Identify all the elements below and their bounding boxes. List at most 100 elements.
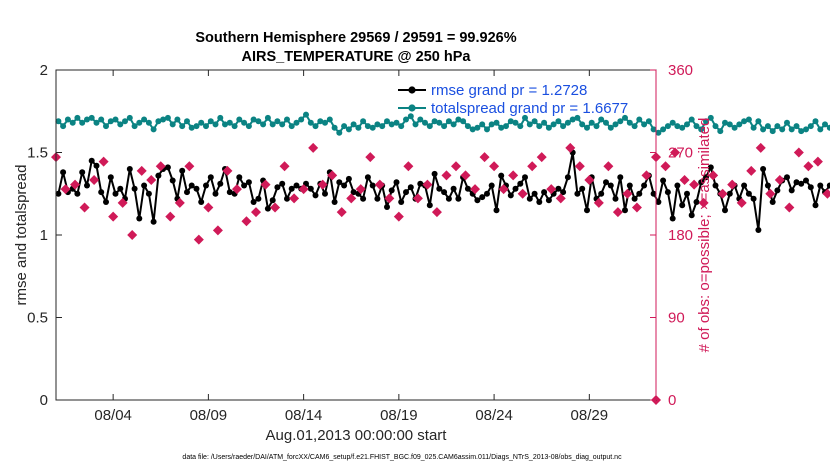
spread-point — [145, 119, 152, 126]
spread-point — [498, 124, 505, 131]
spread-point — [74, 114, 81, 121]
obs-count-point — [222, 165, 233, 176]
y-tick-label: 1.5 — [27, 145, 48, 162]
legend-rmse-label: rmse grand pr = 1.2728 — [431, 82, 587, 99]
spread-point — [722, 119, 728, 126]
spread-point — [312, 123, 319, 130]
spread-point — [188, 124, 195, 131]
rmse-point — [279, 180, 286, 187]
spread-point — [55, 118, 62, 125]
obs-count-point — [308, 142, 319, 153]
y2-tick-label: 90 — [668, 310, 685, 327]
spread-point — [241, 119, 248, 126]
rmse-point — [179, 167, 186, 174]
obs-count-point — [565, 142, 576, 153]
obs-count-point — [460, 170, 471, 181]
spread-point — [507, 118, 514, 125]
rmse-point — [507, 192, 514, 199]
rmse-point — [212, 190, 219, 197]
spread-point — [574, 114, 581, 121]
spread-point — [98, 116, 105, 123]
obs-count-point — [298, 184, 309, 195]
spread-point — [555, 118, 562, 125]
rmse-point — [579, 185, 586, 192]
spread-point — [264, 114, 271, 121]
spread-point — [93, 119, 100, 126]
rmse-point — [198, 199, 205, 205]
spread-point — [755, 118, 762, 125]
rmse-point — [712, 182, 719, 189]
spread-point — [288, 123, 295, 130]
rmse-point — [750, 195, 757, 202]
obs-count-point — [127, 230, 138, 240]
x-tick-label: 08/04 — [94, 407, 132, 424]
spread-point — [136, 119, 143, 126]
spread-point — [150, 126, 157, 133]
spread-point — [303, 111, 309, 118]
rmse-point — [479, 194, 486, 201]
rmse-line-group — [55, 149, 830, 233]
spread-point — [417, 116, 424, 123]
rmse-point — [150, 218, 157, 225]
obs-count-point — [603, 161, 614, 172]
rmse-point — [236, 174, 243, 181]
obs-count-point — [260, 179, 271, 190]
spread-point — [141, 116, 148, 123]
legend-rmse-marker — [408, 86, 416, 94]
rmse-point — [398, 199, 405, 205]
obs-count-point — [689, 179, 700, 190]
obs-count-point — [155, 161, 166, 172]
spread-point — [341, 123, 348, 130]
spread-point — [612, 121, 619, 128]
rmse-point — [684, 190, 690, 197]
rmse-point — [617, 174, 624, 181]
rmse-point — [660, 177, 667, 184]
spread-point — [450, 121, 457, 128]
spread-point — [764, 123, 771, 130]
spread-point — [307, 119, 314, 126]
spread-point — [169, 121, 176, 128]
rmse-point — [374, 195, 381, 202]
y-tick-label: 2 — [40, 62, 48, 79]
rmse-point — [598, 190, 605, 197]
rmse-point — [112, 190, 119, 197]
spread-point — [445, 118, 452, 125]
spread-point — [217, 114, 224, 121]
spread-point — [212, 121, 219, 128]
spread-point — [274, 118, 281, 125]
spread-point — [60, 123, 67, 130]
spread-point — [807, 123, 814, 130]
rmse-point — [103, 199, 109, 205]
spread-point — [493, 119, 500, 126]
spread-point — [626, 119, 633, 126]
spread-point — [426, 123, 433, 130]
spread-point — [126, 114, 133, 121]
obs-count-point — [89, 175, 100, 185]
spread-point — [488, 121, 495, 128]
x-axis-label: Aug.01,2013 00:00:00 start — [266, 427, 448, 444]
rmse-point — [650, 190, 657, 197]
footnote: data file: /Users/raeder/DAI/ATM_forcXX/… — [182, 454, 622, 461]
rmse-point — [393, 179, 400, 186]
obs-count-point — [336, 207, 347, 218]
rmse-point — [631, 195, 638, 202]
obs-count-point — [584, 175, 595, 185]
y2-tick-label: 360 — [668, 62, 693, 79]
spread-point — [222, 121, 228, 128]
spread-point — [174, 116, 181, 123]
spread-point — [364, 123, 371, 130]
spread-point — [436, 119, 443, 126]
spread-point — [631, 123, 638, 130]
rmse-point — [331, 199, 338, 205]
obs-count-point — [117, 197, 128, 208]
rmse-point — [436, 185, 443, 192]
rmse-point — [360, 195, 367, 202]
spread-point — [603, 119, 609, 126]
spread-point — [455, 116, 462, 123]
spread-point — [203, 123, 209, 130]
spread-point — [398, 123, 405, 130]
rmse-point — [169, 177, 176, 184]
spread-point — [812, 118, 819, 125]
spread-point — [393, 119, 400, 126]
spread-point — [484, 126, 490, 133]
